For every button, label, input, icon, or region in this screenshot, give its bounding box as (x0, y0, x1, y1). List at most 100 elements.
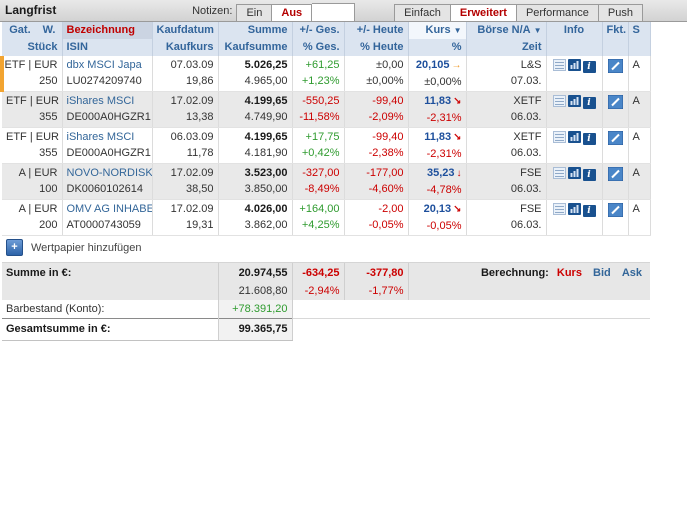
chart-icon[interactable] (567, 167, 581, 182)
header-kaufdatum[interactable]: Kaufdatum (152, 22, 219, 39)
add-security-row: + Wertpapier hinzufügen (2, 235, 650, 263)
cell-status: A (628, 199, 651, 236)
tab-notes-ein[interactable]: Ein (236, 4, 273, 21)
header-boerse[interactable]: Börse N/A ▼ (466, 22, 547, 39)
cell-fkt (602, 163, 629, 200)
chart-icon[interactable] (567, 59, 581, 74)
cell-fkt (602, 199, 629, 236)
security-link[interactable]: OMV AG INHABE (66, 203, 152, 215)
cell-fkt (602, 127, 629, 164)
cash-label: Barbestand (Konto): (2, 300, 218, 319)
cell-heute: -99,40 -2,38% (344, 127, 409, 164)
cell-kaufdatum: 17.02.09 13,38 (152, 91, 219, 128)
add-security-link[interactable]: Wertpapier hinzufügen (31, 241, 142, 254)
header-gattung[interactable]: Gat. W. (2, 22, 63, 39)
status-flag: A (632, 167, 640, 179)
header-summe[interactable]: Summe (218, 22, 293, 39)
info-icon[interactable]: i (582, 132, 596, 145)
chart-icon[interactable] (567, 95, 581, 110)
cell-kurs: 35,23 ↓ -4,78% (408, 163, 467, 200)
status-flag: A (632, 131, 640, 143)
cell-kurs: 11,83 ↘ -2,31% (408, 127, 467, 164)
positions-table: Gat. W. Bezeichnung Kaufdatum Summe +/- G… (0, 22, 651, 341)
info-icon[interactable]: i (582, 168, 596, 181)
cell-name: dbx MSCI Japa LU0274209740 (62, 56, 153, 92)
calc-option-kurs[interactable]: Kurs (556, 267, 582, 279)
summary-summe: 20.974,55 (217, 262, 293, 283)
tab-push[interactable]: Push (597, 4, 643, 21)
add-security-button[interactable]: + (6, 239, 23, 256)
cell-heute: -2,00 -0,05% (344, 199, 409, 236)
cell-info: i (546, 199, 603, 236)
edit-icon[interactable] (607, 94, 623, 112)
summary-label: Summe in €: (2, 262, 218, 283)
tab-performance[interactable]: Performance (515, 4, 599, 21)
cell-info: i (546, 56, 603, 92)
header-isin: ISIN (62, 39, 153, 56)
info-icon[interactable]: i (582, 204, 596, 217)
header-heute[interactable]: +/- Heute (344, 22, 409, 39)
cash-row: Barbestand (Konto): +78.391,20 (2, 300, 650, 319)
total-label: Gesamtsumme in €: (2, 318, 218, 341)
chart-icon[interactable] (567, 131, 581, 146)
edit-icon[interactable] (607, 130, 623, 148)
edit-icon[interactable] (607, 202, 623, 220)
info-icon[interactable]: i (582, 96, 596, 109)
tab-erweitert[interactable]: Erweitert (449, 4, 517, 21)
cell-gattung: ETF | EUR 355 (2, 91, 63, 128)
calc-option-ask[interactable]: Ask (621, 267, 642, 279)
cell-gattung: A | EUR 100 (2, 163, 63, 200)
cell-kaufdatum: 17.02.09 19,31 (152, 199, 219, 236)
cell-ges: +17,75 +0,42% (292, 127, 345, 164)
cell-status: A (628, 56, 651, 92)
header-stueck: Stück (2, 39, 63, 56)
position-row: ETF | EUR 355 iShares MSCI DE000A0HGZR1 17… (2, 91, 651, 128)
total-row: Gesamtsumme in €: 99.365,75 (2, 318, 650, 341)
cell-name: NOVO-NORDISK DK0060102614 (62, 163, 153, 200)
notes-label: Notizen: (192, 5, 233, 17)
cell-fkt (602, 56, 629, 92)
cell-name: iShares MSCI DE000A0HGZR1 (62, 127, 153, 164)
cell-kaufdatum: 06.03.09 11,78 (152, 127, 219, 164)
isin: LU0274209740 (66, 75, 142, 87)
cell-boerse: FSE 06.03. (466, 163, 547, 200)
calc-option-bid[interactable]: Bid (593, 267, 611, 279)
calc-label: Berechnung: (480, 267, 549, 279)
edit-icon[interactable] (607, 166, 623, 184)
status-flag: A (632, 203, 640, 215)
header-bezeichnung[interactable]: Bezeichnung (62, 22, 153, 39)
header-ges[interactable]: +/- Ges. (292, 22, 345, 39)
cell-ges: -327,00 -8,49% (292, 163, 345, 200)
quote-list-icon[interactable] (552, 167, 566, 182)
trend-down-icon: ↘ (453, 204, 462, 215)
quote-list-icon[interactable] (552, 95, 566, 110)
header-kurs[interactable]: Kurs ▼ (408, 22, 467, 39)
quote-list-icon[interactable] (552, 59, 566, 74)
quote-list-icon[interactable] (552, 131, 566, 146)
tab-einfach[interactable]: Einfach (394, 4, 451, 21)
cell-status: A (628, 127, 651, 164)
view-tabs: Einfach Erweitert Performance Push (394, 4, 643, 21)
cell-kaufdatum: 07.03.09 19,86 (152, 56, 219, 92)
chart-icon[interactable] (567, 203, 581, 218)
header-ges-pct: % Ges. (292, 39, 345, 56)
portfolio-title: Langfrist (5, 3, 57, 17)
info-icon[interactable]: i (582, 60, 596, 73)
cell-kaufdatum: 17.02.09 38,50 (152, 163, 219, 200)
trend-right-icon: → (451, 60, 462, 71)
status-flag: A (632, 95, 640, 107)
security-link[interactable]: iShares MSCI (66, 95, 135, 107)
cell-fkt (602, 91, 629, 128)
trend-down-icon: ↘ (453, 132, 462, 143)
cell-summe: 5.026,25 4.965,00 (218, 56, 293, 92)
summary-ges-pct: -2,94% (292, 283, 344, 300)
quote-list-icon[interactable] (552, 203, 566, 218)
position-row: ETF | EUR 250 dbx MSCI Japa LU0274209740 0… (0, 56, 651, 92)
security-link[interactable]: NOVO-NORDISK (66, 167, 152, 179)
security-link[interactable]: dbx MSCI Japa (66, 59, 142, 71)
tab-notes-aus[interactable]: Aus (271, 4, 313, 21)
security-link[interactable]: iShares MSCI (66, 131, 135, 143)
edit-icon[interactable] (607, 58, 623, 76)
header-info: Info (546, 22, 603, 39)
cell-kurs: 20,105 → ±0,00% (408, 56, 467, 92)
